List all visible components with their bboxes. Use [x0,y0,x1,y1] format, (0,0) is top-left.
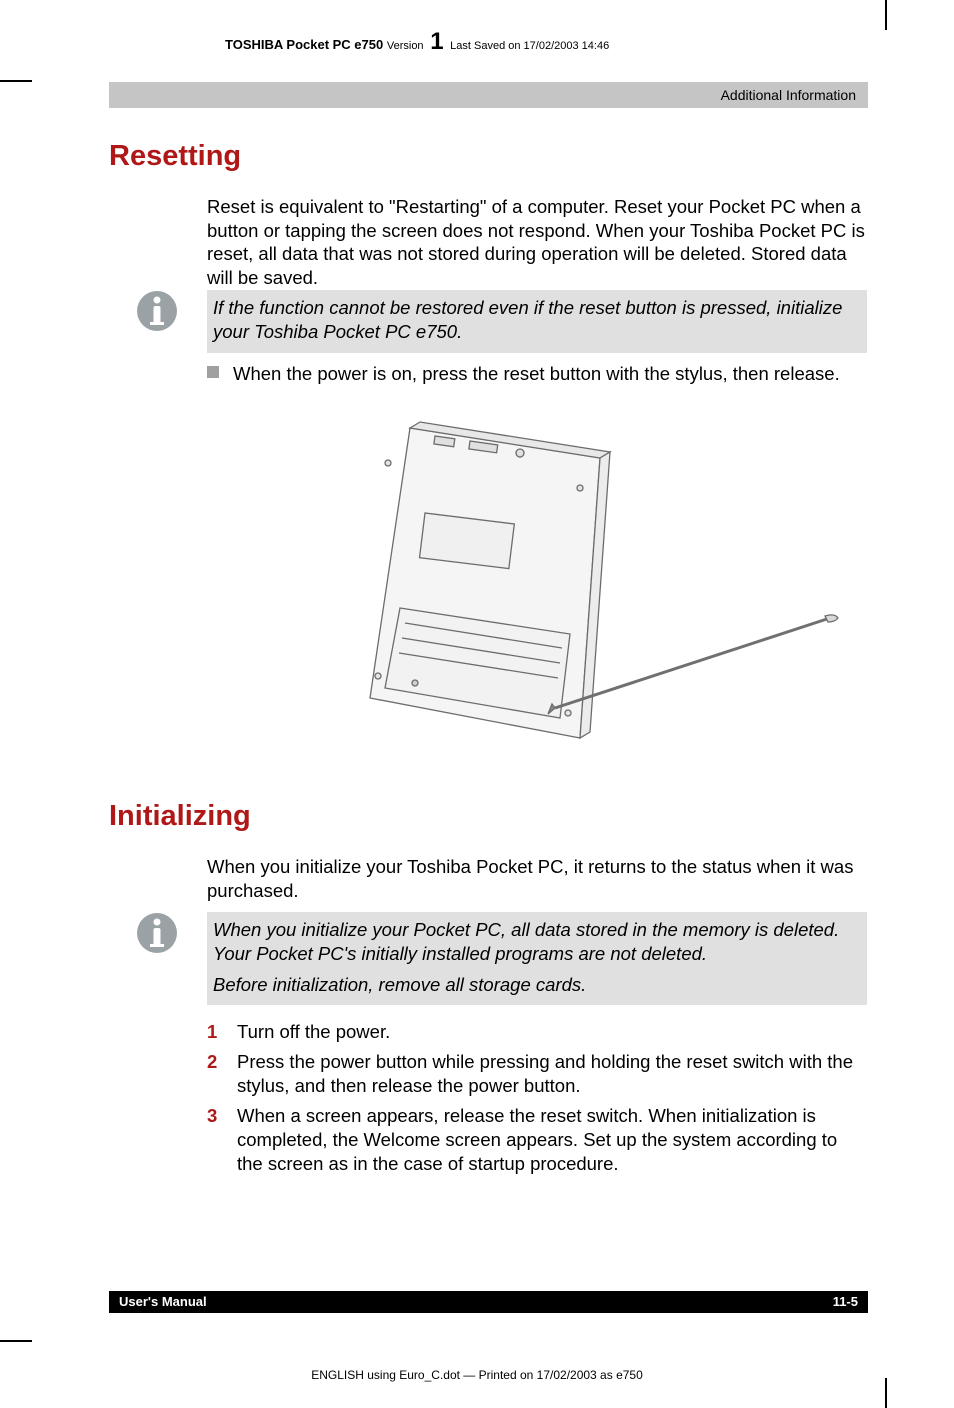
resetting-note-text: If the function cannot be restored even … [213,297,842,342]
initializing-note-box: When you initialize your Pocket PC, all … [207,912,867,1005]
print-info-line: ENGLISH using Euro_C.dot — Printed on 17… [0,1368,954,1382]
crop-mark [0,80,32,82]
crop-mark [885,1378,887,1408]
square-bullet-icon [207,366,219,378]
heading-initializing: Initializing [109,800,251,833]
step-number: 2 [207,1050,237,1098]
initializing-steps: 1 Turn off the power. 2 Press the power … [207,1020,867,1182]
footer-bar: User's Manual 11-5 [109,1291,868,1313]
info-icon [136,290,178,332]
resetting-bullet-text: When the power is on, press the reset bu… [233,362,853,386]
step-number: 3 [207,1104,237,1176]
section-banner: Additional Information [109,82,868,108]
step-text: Press the power button while pressing an… [237,1050,867,1098]
resetting-bullet-row: When the power is on, press the reset bu… [207,362,867,386]
step-row: 3 When a screen appears, release the res… [207,1104,867,1176]
step-number: 1 [207,1020,237,1044]
device-illustration [270,408,850,768]
crop-mark [0,1340,32,1342]
last-saved: Last Saved on 17/02/2003 14:46 [450,40,609,52]
crop-mark [885,0,887,30]
info-icon [136,912,178,954]
step-row: 1 Turn off the power. [207,1020,867,1044]
footer-left: User's Manual [119,1291,207,1313]
step-text: When a screen appears, release the reset… [237,1104,867,1176]
version-number: 1 [430,28,443,55]
heading-resetting: Resetting [109,140,241,173]
footer-page-number: 11-5 [833,1291,858,1313]
resetting-note-box: If the function cannot be restored even … [207,290,867,353]
version-label: Version [387,40,424,52]
initializing-paragraph: When you initialize your Toshiba Pocket … [207,855,867,902]
product-name: TOSHIBA Pocket PC e750 [225,37,383,52]
resetting-paragraph: Reset is equivalent to "Restarting" of a… [207,195,867,290]
manual-page: TOSHIBA Pocket PC e750 Version 1 Last Sa… [0,0,954,1408]
step-row: 2 Press the power button while pressing … [207,1050,867,1098]
step-text: Turn off the power. [237,1020,390,1044]
page-header: TOSHIBA Pocket PC e750 Version 1 Last Sa… [225,28,609,56]
initializing-note-line2: Before initialization, remove all storag… [213,973,857,997]
initializing-note-line1: When you initialize your Pocket PC, all … [213,918,857,967]
